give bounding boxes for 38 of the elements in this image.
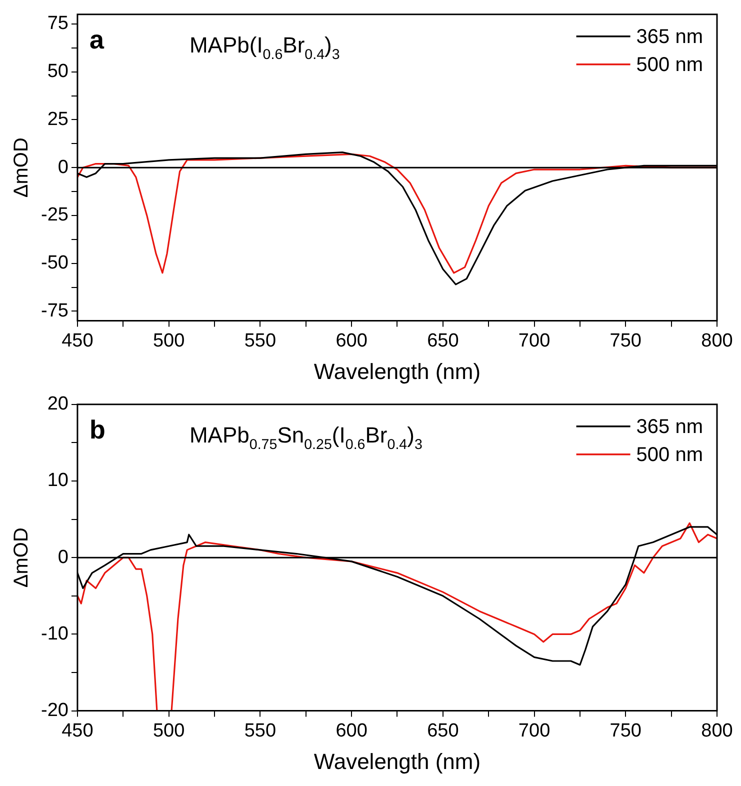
y-tick-label: 25 [47,108,68,130]
x-tick-label: 700 [518,330,550,352]
x-axis-title: Wavelength (nm) [314,748,481,774]
y-tick-label: -75 [40,300,68,322]
legend-label: 365 nm [636,416,704,438]
y-tick-label: -20 [40,700,68,722]
x-tick-label: 450 [62,330,94,352]
x-tick-label: 750 [610,330,642,352]
x-tick-label: 800 [701,330,733,352]
y-axis-title: ΔmOD [10,138,33,198]
annotation: b [89,414,106,444]
y-tick-label: 0 [58,156,68,178]
y-tick-label: 75 [47,13,68,34]
y-tick-label: -50 [40,252,68,274]
x-tick-label: 600 [336,330,368,352]
y-tick-label: 10 [47,470,68,492]
y-tick-label: 50 [47,61,68,82]
y-tick-label: -25 [40,204,68,226]
y-tick-label: -10 [40,623,68,644]
legend-label: 500 nm [636,54,704,76]
x-tick-label: 750 [610,720,642,742]
x-tick-label: 500 [152,720,185,742]
y-tick-label: 20 [47,394,68,415]
x-tick-label: 650 [427,720,459,742]
x-tick-label: 600 [336,720,368,742]
x-axis-title: Wavelength (nm) [314,358,481,384]
annotation: a [89,24,104,54]
x-tick-label: 500 [152,330,185,352]
x-tick-label: 650 [427,330,459,352]
y-tick-label: 0 [58,546,68,568]
x-tick-label: 550 [244,330,276,352]
x-tick-label: 800 [701,720,733,742]
x-tick-label: 450 [62,720,94,742]
legend-label: 500 nm [636,444,704,466]
x-tick-label: 550 [244,720,276,742]
x-tick-label: 700 [518,720,550,742]
y-axis-title: ΔmOD [10,528,33,588]
legend-label: 365 nm [636,26,704,48]
